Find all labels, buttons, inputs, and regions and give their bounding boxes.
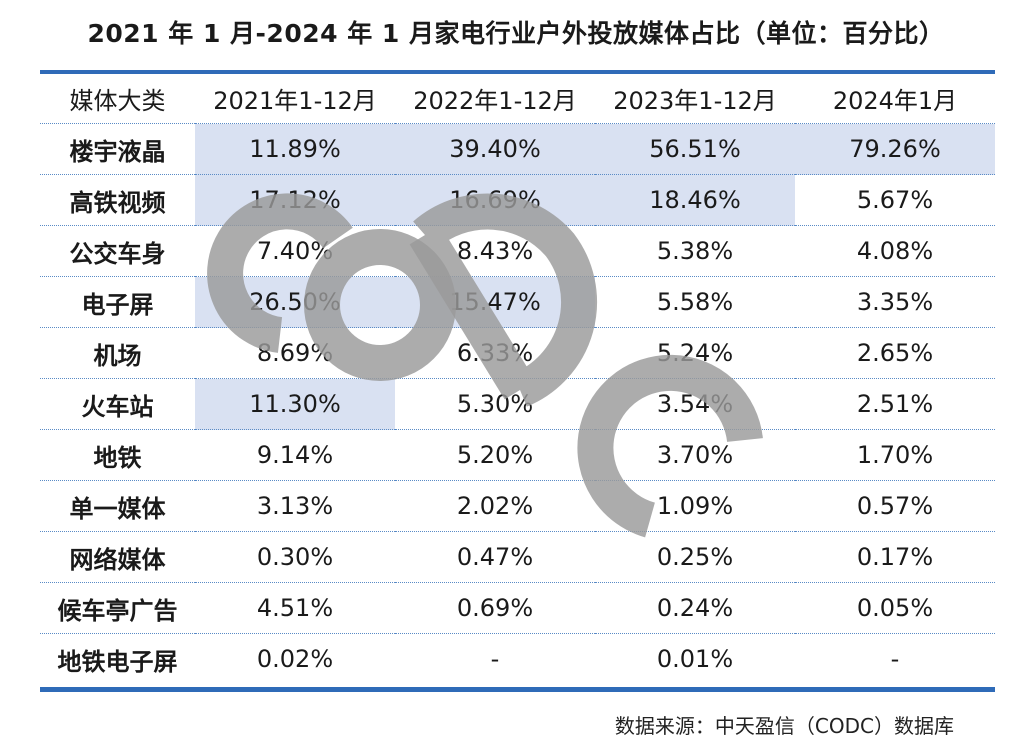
table-cell: 4.51% [195,582,395,634]
table-row: 电子屏 26.50% 15.47% 5.58% 3.35% [40,276,995,328]
table-cell: 5.24% [595,327,795,379]
row-label: 候车亭广告 [40,582,195,634]
table-cell: 0.25% [595,531,795,583]
table-cell: 7.40% [195,225,395,277]
table-cell: 2.65% [795,327,995,379]
table-cell: 9.14% [195,429,395,481]
table-cell: 0.17% [795,531,995,583]
header-row: 媒体大类 2021年1-12月 2022年1-12月 2023年1-12月 20… [40,74,995,124]
row-label: 单一媒体 [40,480,195,532]
table-cell: 5.58% [595,276,795,328]
table-cell: 3.35% [795,276,995,328]
column-header: 2024年1月 [795,74,995,124]
row-label: 高铁视频 [40,174,195,226]
table-row: 地铁 9.14% 5.20% 3.70% 1.70% [40,429,995,481]
source-note: 数据来源：中天盈信（CODC）数据库 [614,714,954,738]
table-row: 单一媒体 3.13% 2.02% 1.09% 0.57% [40,480,995,532]
table-row: 机场 8.69% 6.33% 5.24% 2.65% [40,327,995,379]
table-cell: 0.47% [395,531,595,583]
table-row: 高铁视频 17.12% 16.69% 18.46% 5.67% [40,174,995,226]
table-row: 火车站 11.30% 5.30% 3.54% 2.51% [40,378,995,430]
table-row: 地铁电子屏 0.02% - 0.01% - [40,634,995,685]
row-label: 公交车身 [40,225,195,277]
column-header: 媒体大类 [40,74,195,124]
table-row: 网络媒体 0.30% 0.47% 0.25% 0.17% [40,531,995,583]
row-label: 电子屏 [40,276,195,328]
table-cell: 0.57% [795,480,995,532]
table-cell: 0.05% [795,582,995,634]
row-label: 楼宇液晶 [40,123,195,175]
table-cell: 0.24% [595,582,795,634]
table-cell: 5.30% [395,378,595,430]
table-cell: 2.02% [395,480,595,532]
table-cell: 4.08% [795,225,995,277]
row-label: 地铁 [40,429,195,481]
column-header: 2023年1-12月 [595,74,795,124]
column-header: 2021年1-12月 [195,74,395,124]
table-row: 公交车身 7.40% 8.43% 5.38% 4.08% [40,225,995,277]
data-table: 媒体大类 2021年1-12月 2022年1-12月 2023年1-12月 20… [40,74,995,684]
table-cell: - [490,645,500,673]
table-cell: 5.67% [795,174,995,226]
table-cell: 1.09% [595,480,795,532]
column-header: 2022年1-12月 [395,74,595,124]
table-cell: 17.12% [195,174,395,226]
table-cell: 16.69% [395,174,595,226]
table-cell: 18.46% [595,174,795,226]
table-cell: 0.69% [395,582,595,634]
chart-title: 2021 年 1 月-2024 年 1 月家电行业户外投放媒体占比（单位：百分比… [87,19,945,48]
table-cell: 8.69% [195,327,395,379]
table-cell: 6.33% [395,327,595,379]
bottom-rule [40,687,995,692]
table-cell: 39.40% [395,123,595,175]
table-cell: 15.47% [395,276,595,328]
table-cell: 26.50% [195,276,395,328]
row-label: 机场 [40,327,195,379]
table-cell: 79.26% [795,123,995,175]
row-label: 地铁电子屏 [57,647,178,676]
row-label: 网络媒体 [40,531,195,583]
table-cell: 5.20% [395,429,595,481]
table-cell: 11.30% [195,378,395,430]
table-cell: 8.43% [395,225,595,277]
table-cell: 0.02% [256,645,334,673]
table-cell: 3.70% [595,429,795,481]
table-cell: 0.30% [195,531,395,583]
table-cell: 11.89% [195,123,395,175]
table-cell: 5.38% [595,225,795,277]
table-cell: 2.51% [795,378,995,430]
table-cell: 3.13% [195,480,395,532]
table-cell: 0.01% [656,645,734,673]
table-body: 楼宇液晶 11.89% 39.40% 56.51% 79.26% 高铁视频 17.12% 16… [40,123,995,685]
table-cell: 56.51% [595,123,795,175]
table-cell: 1.70% [795,429,995,481]
table-cell: 3.54% [595,378,795,430]
table-cell: - [890,645,900,673]
table-row: 候车亭广告 4.51% 0.69% 0.24% 0.05% [40,582,995,634]
table-row: 楼宇液晶 11.89% 39.40% 56.51% 79.26% [40,123,995,175]
top-rule [40,70,995,74]
row-label: 火车站 [40,378,195,430]
